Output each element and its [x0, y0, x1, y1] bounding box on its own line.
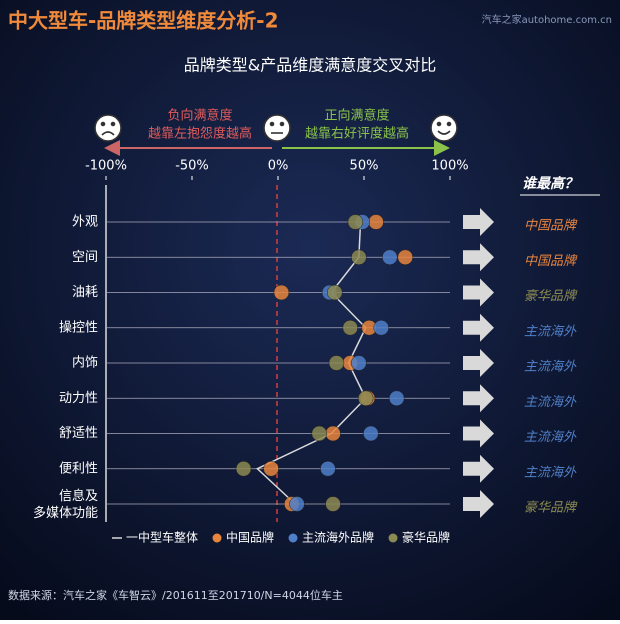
winner-label: 豪华品牌 [524, 288, 578, 304]
winner-label: 主流海外 [524, 324, 577, 339]
winner-arrow [463, 243, 494, 272]
y-tick-label: 舒适性 [59, 426, 98, 441]
dot [368, 214, 384, 230]
annotation: 负向满意度 [167, 108, 232, 124]
dot [382, 249, 398, 265]
dot [328, 355, 345, 371]
winner-arrow [463, 278, 494, 307]
dot [351, 355, 367, 371]
chart-title: 品牌类型&产品维度满意度交叉对比 [184, 56, 436, 75]
legend-swatch [288, 533, 298, 543]
winner-arrow [463, 208, 494, 236]
dot [363, 425, 379, 442]
winner-label: 主流海外 [524, 395, 577, 410]
source: 数据来源：汽车之家《车智云》/201611至201710/N=4044位车主 [8, 588, 343, 602]
winner-arrow [463, 454, 494, 483]
winner-arrow [463, 384, 494, 413]
y-tick-label: 便利性 [59, 461, 98, 476]
legend-swatch [388, 533, 398, 543]
winner-label: 主流海外 [524, 465, 577, 480]
dot [320, 461, 336, 477]
legend-label: 中国品牌 [226, 530, 274, 545]
legend-label: 豪华品牌 [402, 530, 450, 545]
dot [289, 496, 305, 512]
winner-arrow [463, 490, 494, 518]
x-tick-label: -100% [85, 159, 127, 174]
dot [263, 461, 279, 477]
y-tick-label: 外观 [72, 215, 98, 230]
winner-arrow [463, 419, 494, 448]
y-tick-label: 空间 [72, 250, 98, 265]
y-tick-label: 操控性 [59, 319, 98, 335]
dot [325, 496, 341, 512]
dot [388, 390, 405, 406]
dot [373, 320, 389, 336]
annotation: 越靠右好评度越高 [305, 126, 409, 142]
dot [325, 425, 341, 442]
winner-arrow [463, 349, 494, 377]
winner-label: 主流海外 [524, 360, 577, 375]
dot [273, 284, 290, 301]
dot [357, 390, 374, 406]
face [94, 114, 458, 142]
dot [342, 320, 358, 336]
y-tick-label: 动力性 [59, 391, 98, 406]
watermark: 汽车之家autohome.com.cn [482, 13, 612, 26]
x-tick-label: 100% [431, 159, 468, 174]
dot [235, 461, 252, 477]
winner-arrow [463, 313, 494, 342]
y-tick-label: 内饰 [72, 355, 98, 371]
annotation: 正向满意度 [324, 108, 389, 124]
y-tick-label: 油耗 [72, 285, 98, 300]
x-tick-label: 0% [268, 159, 289, 174]
dot [311, 425, 328, 442]
winner-label: 豪华品牌 [524, 500, 578, 516]
dot [347, 214, 364, 230]
winner-label: 中国品牌 [524, 254, 578, 269]
dot [327, 284, 343, 301]
annotation: 越靠左抱怨度越高 [148, 126, 252, 142]
x-tick-label: -50% [175, 159, 209, 174]
legend-label: 主流海外品牌 [302, 530, 374, 545]
winner-label: 中国品牌 [524, 219, 578, 234]
x-tick-label: 50% [350, 159, 379, 174]
y-tick-label: 信息及多媒体功能 [33, 488, 98, 521]
winner-title: 谁最高？ [522, 175, 578, 192]
dot [351, 249, 367, 265]
page-title: 中大型车-品牌类型维度分析-2 [8, 9, 279, 33]
legend-swatch [212, 533, 222, 543]
legend-label: 一中型车整体 [126, 530, 198, 545]
winner-label: 主流海外 [524, 430, 577, 445]
dot [397, 249, 414, 265]
